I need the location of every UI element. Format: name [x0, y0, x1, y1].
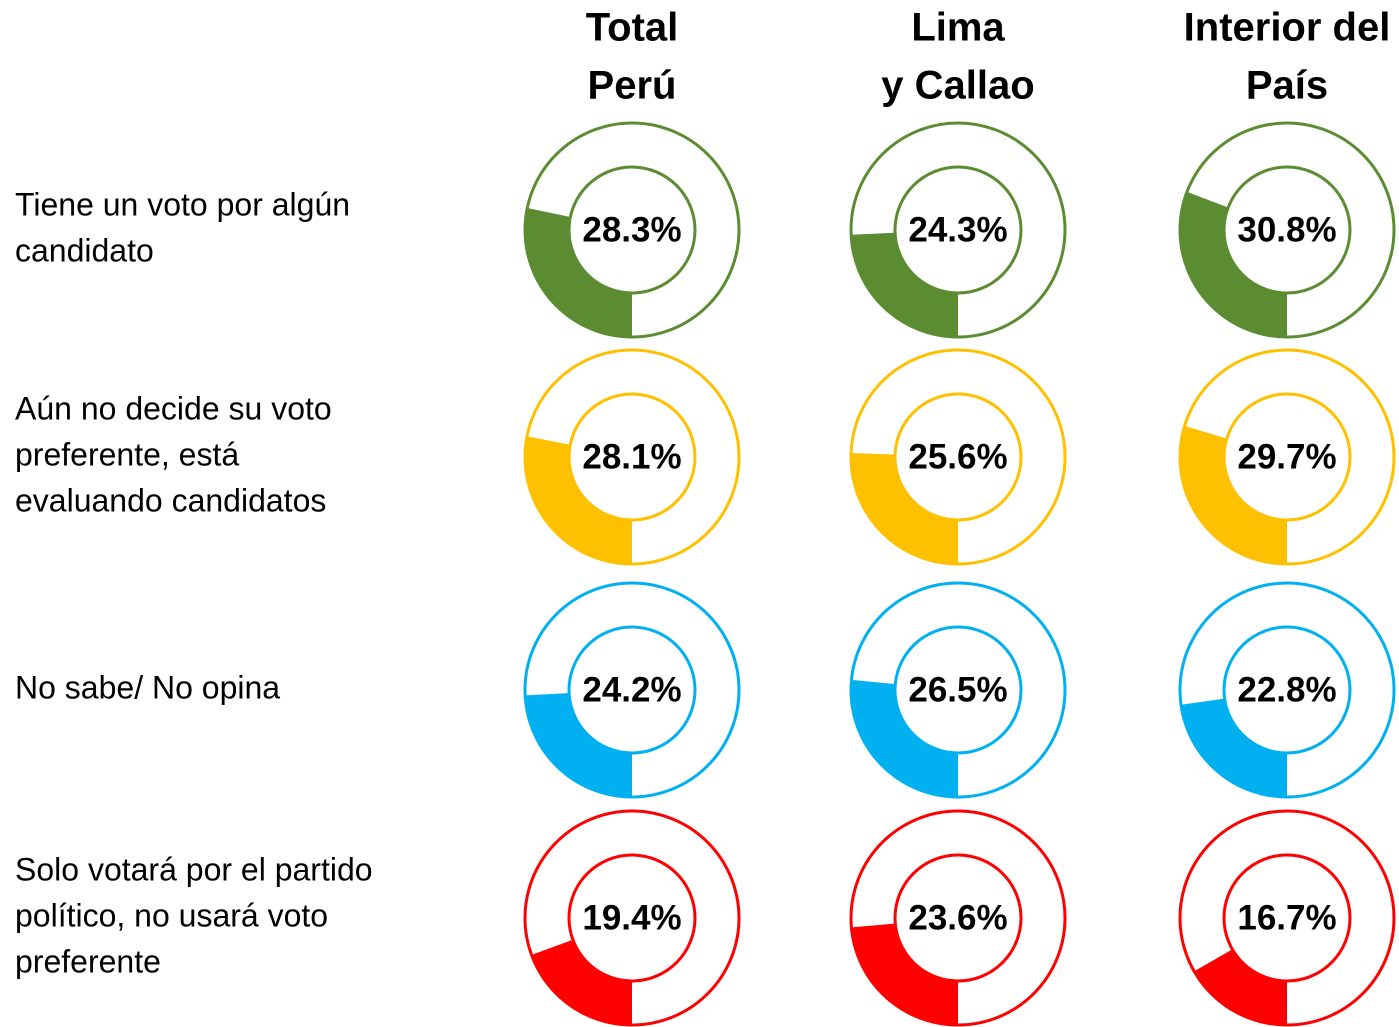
row-label: evaluando candidatos: [15, 482, 326, 518]
value-label: 16.7%: [1237, 898, 1336, 937]
donut-hole: [1222, 625, 1352, 755]
donut-hole: [893, 165, 1023, 295]
value-label: 24.3%: [908, 210, 1007, 249]
donut-hole: [1222, 853, 1352, 983]
donut-hole: [567, 853, 697, 983]
donut-segment: [525, 207, 632, 337]
value-label: 25.6%: [908, 437, 1007, 476]
donut-segment: [851, 232, 958, 337]
donut-segment: [531, 939, 632, 1025]
donut-segment: [525, 436, 632, 564]
donut-segment: [850, 679, 958, 797]
donut-hole: [567, 165, 697, 295]
donut-segment: [525, 693, 632, 797]
row-label: preferente, está: [15, 436, 239, 472]
value-label: 19.4%: [582, 898, 681, 937]
value-label: 24.2%: [582, 670, 681, 709]
row-label: político, no usará voto: [15, 897, 328, 933]
donut-hole: [893, 392, 1023, 522]
column-header: Total: [586, 6, 679, 50]
donut-segment: [1194, 949, 1287, 1025]
donut-hole: [893, 625, 1023, 755]
donut-hole: [1222, 392, 1352, 522]
donut-hole: [567, 392, 697, 522]
column-header: y Callao: [881, 64, 1034, 108]
donut-segment: [851, 923, 958, 1025]
column-header: Interior del: [1184, 6, 1391, 50]
column-header: Lima: [911, 6, 1005, 50]
column-header: País: [1246, 64, 1328, 108]
row-label: preferente: [15, 943, 161, 979]
donut-segment: [1180, 425, 1287, 564]
donut-segment: [851, 452, 958, 564]
value-label: 28.1%: [582, 437, 681, 476]
value-label: 29.7%: [1237, 437, 1336, 476]
value-label: 26.5%: [908, 670, 1007, 709]
row-label: No sabe/ No opina: [15, 669, 280, 705]
row-label: Aún no decide su voto: [15, 390, 332, 426]
value-label: 22.8%: [1237, 670, 1336, 709]
row-label: candidato: [15, 232, 154, 268]
value-label: 30.8%: [1237, 210, 1336, 249]
value-label: 28.3%: [582, 210, 681, 249]
row-label: Solo votará por el partido: [15, 851, 373, 887]
row-label: Tiene un voto por algún: [15, 186, 350, 222]
donut-hole: [567, 625, 697, 755]
column-header: Perú: [588, 64, 677, 108]
donut-segment: [1181, 698, 1287, 797]
donut-hole: [1222, 165, 1352, 295]
donut-hole: [893, 853, 1023, 983]
value-label: 23.6%: [908, 898, 1007, 937]
